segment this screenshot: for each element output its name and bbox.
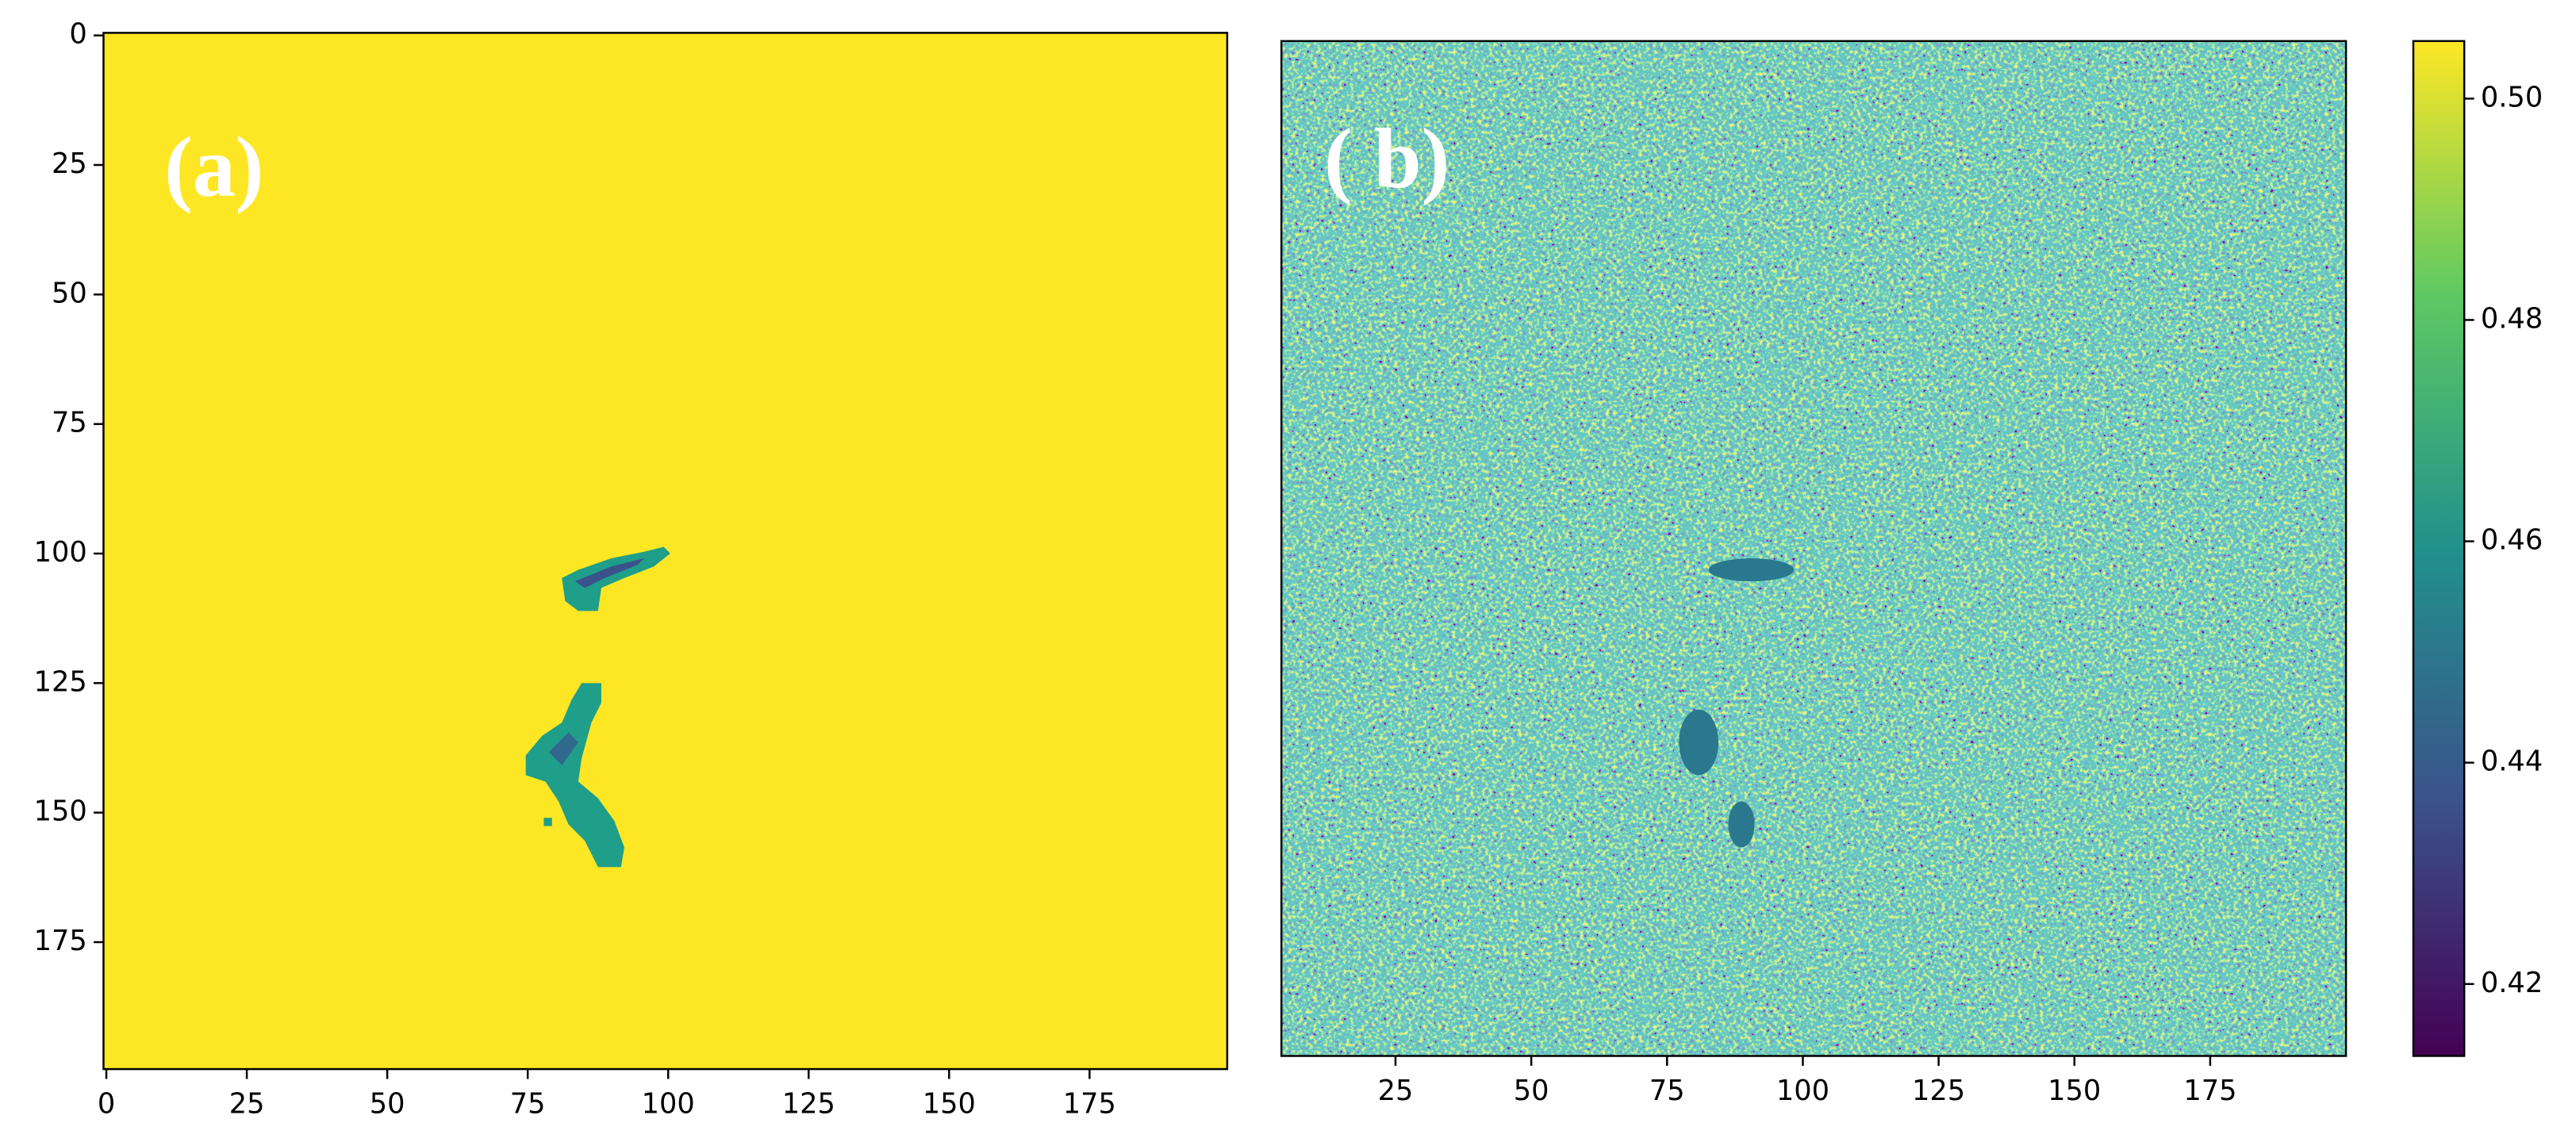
y-tick-label: 150 [34,795,87,828]
y-tick-label: 100 [34,536,87,569]
heatmap-noise [1281,40,2347,1056]
region [1679,709,1719,776]
x-tick-label: 150 [2048,1075,2101,1107]
colorbar-tick-label: 0.46 [2481,524,2543,557]
x-tick-label: 150 [923,1088,976,1121]
colorbar-tick-label: 0.44 [2481,745,2543,778]
x-tick-label: 25 [229,1088,265,1121]
x-tick-label: 100 [1776,1075,1829,1107]
region [525,683,624,868]
x-tick-label: 50 [370,1088,405,1121]
y-tick-label: 25 [52,148,87,180]
colorbar-tick-label: 0.50 [2481,81,2543,113]
region [574,558,644,588]
colorbar [2412,40,2466,1057]
y-tick-label: 125 [34,665,87,698]
colorbar-tick-label: 0.48 [2481,302,2543,335]
colorbar-tick-label: 0.42 [2481,967,2543,999]
region [1708,558,1795,582]
y-tick-label: 175 [34,925,87,957]
panel-annotation: (a) [164,120,264,214]
colorbar-gradient [2412,40,2466,1057]
x-tick-label: 75 [510,1088,546,1121]
x-tick-label: 175 [2183,1075,2236,1107]
region [548,732,578,765]
y-tick-label: 0 [69,18,86,51]
x-tick-label: 125 [1912,1075,1965,1107]
axes-frame [1280,40,2348,1057]
x-tick-label: 75 [1649,1075,1685,1107]
x-tick-label: 125 [782,1088,835,1121]
region [1728,801,1755,848]
x-tick-label: 50 [1514,1075,1549,1107]
x-tick-label: 25 [1378,1075,1414,1107]
axes-frame [102,32,1229,1071]
y-tick-label: 50 [52,277,87,309]
x-tick-label: 175 [1063,1088,1116,1121]
panel-a: (a) [102,32,1229,1071]
x-tick-label: 0 [98,1088,115,1121]
x-tick-label: 100 [642,1088,695,1121]
region [562,546,670,611]
panel-annotation: ( b) [1324,112,1450,206]
panel-b: ( b) [1280,40,2348,1057]
y-tick-label: 75 [52,407,87,439]
region [543,818,552,826]
